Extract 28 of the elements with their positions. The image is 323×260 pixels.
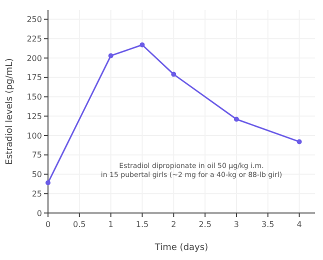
y-tick-label: 225 [26,34,42,44]
y-tick-label: 150 [26,92,42,102]
x-tick-label: 1.5 [136,220,149,229]
y-tick-label: 75 [32,150,42,160]
x-tick-label: 1 [108,220,114,229]
x-tick-label: 3.5 [262,220,274,229]
x-tick-label: 3 [234,220,240,229]
point [46,180,50,186]
point [296,139,302,144]
point [234,116,239,122]
y-tick-label: 100 [26,131,42,140]
y-tick-label: 125 [26,112,42,121]
y-tick-label: 0 [36,208,42,218]
point [140,42,145,48]
y-tick-label: 50 [32,170,42,180]
point [171,72,176,77]
x-tick-label: 4 [296,220,302,229]
x-tick-label: 2.5 [198,220,212,229]
x-axis-title: Time (days) [154,243,208,253]
x-tick-label: 0 [45,220,51,229]
y-tick-label: 25 [32,189,42,198]
y-tick-label: 200 [26,54,42,63]
y-tick-label: 175 [26,73,42,82]
y-axis-title: Estradiol levels (pg/mL) [5,58,15,165]
x-tick-label: 0.5 [73,220,86,229]
point [108,53,114,58]
y-tick-label: 250 [26,15,42,24]
x-tick-label: 2 [171,220,176,229]
